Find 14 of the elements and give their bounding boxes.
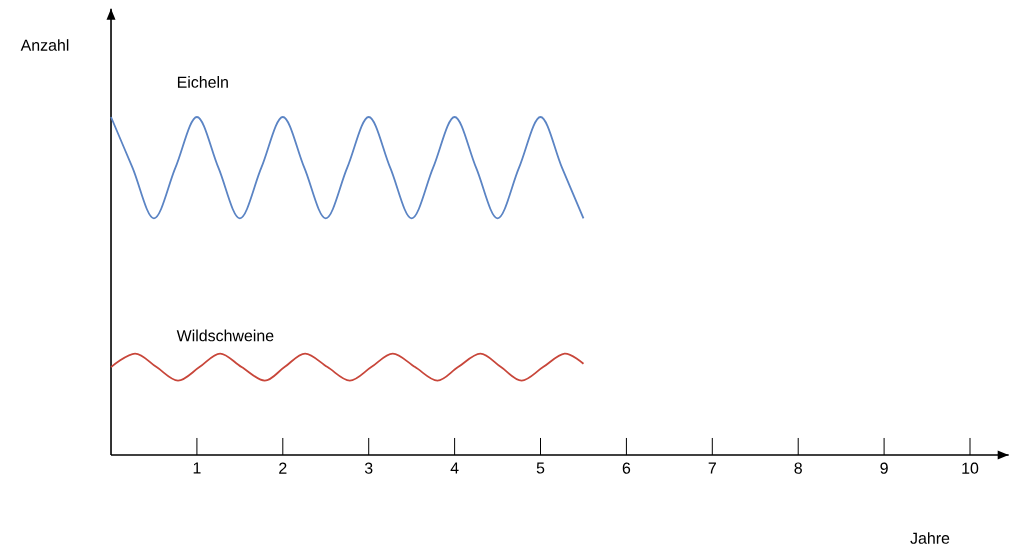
- x-tick-label: 9: [880, 462, 888, 474]
- x-tick-label: 2: [279, 462, 287, 474]
- x-tick-label: 3: [364, 462, 373, 474]
- y-axis-title: Anzahl: [20, 39, 69, 51]
- x-tick-label: 6: [622, 462, 631, 474]
- x-tick-label: 10: [962, 462, 979, 474]
- x-tick-label: 1: [193, 462, 201, 474]
- x-axis-title: Jahre: [910, 532, 950, 544]
- x-tick-label: 8: [794, 462, 802, 474]
- text: Eicheln: [177, 76, 228, 88]
- series-label: Wildschweine: [176, 329, 274, 342]
- x-tick-label: 5: [536, 462, 545, 474]
- x-tick-label: 7: [708, 462, 716, 474]
- x-tick-label: 4: [450, 462, 459, 474]
